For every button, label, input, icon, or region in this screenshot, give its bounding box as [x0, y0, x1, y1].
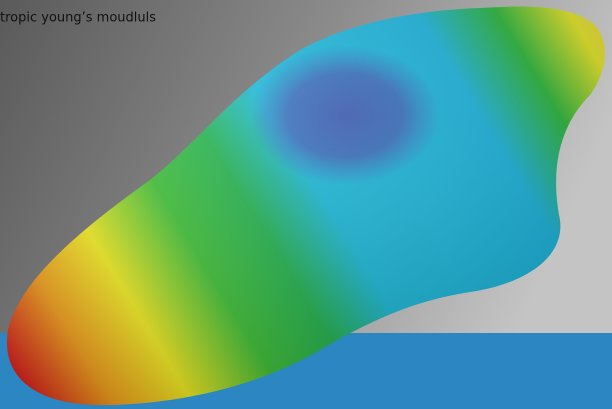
caption: tropic young’s moudluls	[0, 11, 156, 26]
surface-shading	[6, 6, 605, 405]
